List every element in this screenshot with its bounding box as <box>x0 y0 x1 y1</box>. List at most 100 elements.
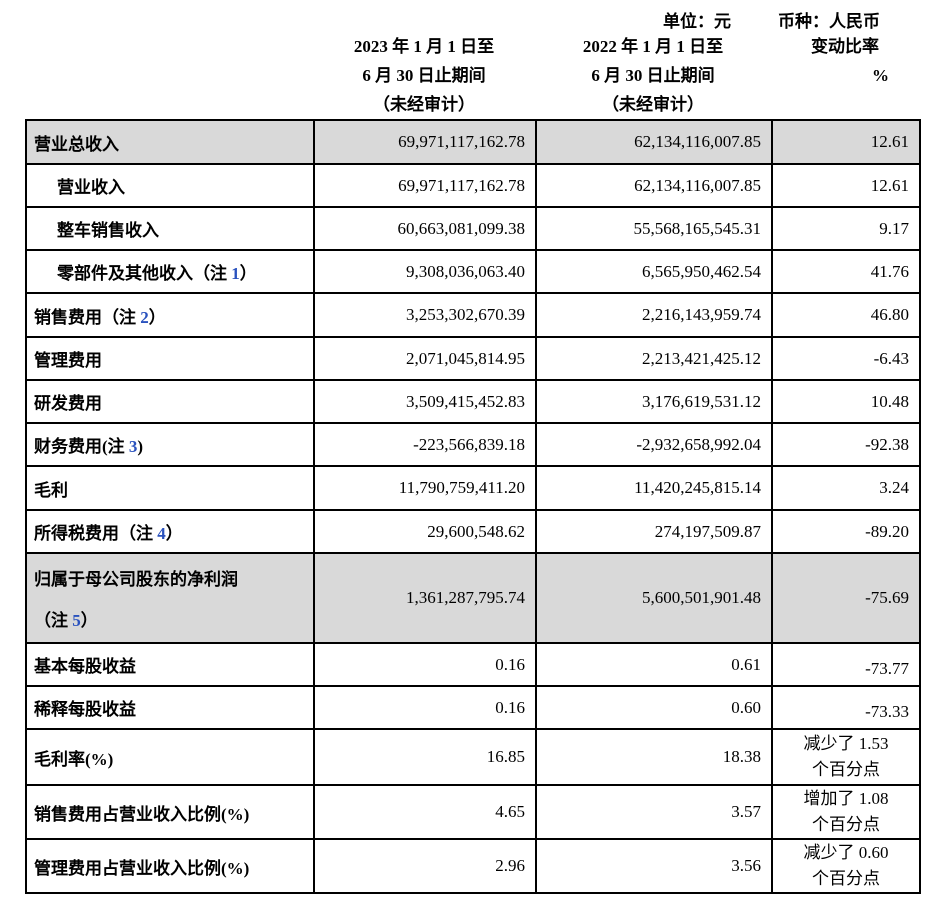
column-header-2022-period: 2022 年 1 月 1 日至 6 月 30 日止期间 （未经审计） <box>582 37 724 114</box>
table-row: 财务费用(注 3) -223,566,839.18 -2,932,658,992… <box>25 422 921 467</box>
row-note: (注 3) <box>102 437 144 456</box>
row-label-cell: 管理费用 <box>25 336 315 381</box>
row-label: 毛利率(%) <box>34 749 114 769</box>
row-label-cell: 研发费用 <box>25 379 315 424</box>
value-2022-cell: 3.56 <box>535 838 773 894</box>
value-2023-cell: 3,253,302,670.39 <box>313 292 537 338</box>
note-number: 5 <box>72 611 81 630</box>
row-label: 零部件及其他收入 <box>57 264 193 283</box>
row-label-cell: 营业总收入 <box>25 119 315 165</box>
row-label-cell: 整车销售收入 <box>25 206 315 251</box>
value-2023-cell: 2,071,045,814.95 <box>313 336 537 381</box>
change-cell: 12.61 <box>771 163 921 208</box>
row-label: 基本每股收益 <box>34 657 136 676</box>
column-header-empty <box>25 32 313 119</box>
table-column-headers: 2023 年 1 月 1 日至 6 月 30 日止期间 （未经审计） 2022 … <box>25 32 919 119</box>
row-note: （注 4） <box>119 524 183 543</box>
row-label: 整车销售收入 <box>57 221 159 240</box>
row-label: 管理费用 <box>34 351 102 370</box>
row-label: 稀释每股收益 <box>34 700 136 719</box>
table-row: 营业总收入 69,971,117,162.78 62,134,116,007.8… <box>25 119 921 165</box>
row-label: 归属于母公司股东的净利润 <box>34 570 238 589</box>
unit-label: 单位：元 <box>663 12 731 31</box>
value-2022-cell: 0.61 <box>535 642 773 687</box>
change-cell: 增加了 1.08 个百分点 <box>771 784 921 840</box>
meta-line: 单位：元 币种：人民币 <box>0 0 941 32</box>
table-row: 零部件及其他收入（注 1） 9,308,036,063.40 6,565,950… <box>25 249 921 294</box>
table-row: 销售费用占营业收入比例(%) 4.65 3.57 增加了 1.08 个百分点 <box>25 784 921 840</box>
row-label-cell: 销售费用占营业收入比例(%) <box>25 784 315 840</box>
value-2022-cell: 55,568,165,545.31 <box>535 206 773 251</box>
row-note: （注 2） <box>102 307 166 327</box>
value-2023-cell: 60,663,081,099.38 <box>313 206 537 251</box>
value-2022-cell: 0.60 <box>535 685 773 730</box>
change-cell: 12.61 <box>771 119 921 165</box>
row-label: 营业收入 <box>57 178 125 197</box>
row-label: 销售费用占营业收入比例(%) <box>34 804 250 824</box>
value-2023-cell: -223,566,839.18 <box>313 422 537 467</box>
row-label-cell: 营业收入 <box>25 163 315 208</box>
row-label: 毛利 <box>34 480 68 500</box>
row-label-cell: 财务费用(注 3) <box>25 422 315 467</box>
table-row: 销售费用（注 2） 3,253,302,670.39 2,216,143,959… <box>25 292 921 338</box>
value-2023-cell: 0.16 <box>313 685 537 730</box>
value-2023-cell: 16.85 <box>313 728 537 786</box>
change-cell: 41.76 <box>771 249 921 294</box>
value-2022-cell: 5,600,501,901.48 <box>535 552 773 644</box>
note-number: 1 <box>231 264 240 283</box>
value-2022-cell: 3,176,619,531.12 <box>535 379 773 424</box>
row-label-cell: 所得税费用（注 4） <box>25 509 315 554</box>
value-2023-cell: 1,361,287,795.74 <box>313 552 537 644</box>
change-cell: 减少了 0.60 个百分点 <box>771 838 921 894</box>
change-cell: 46.80 <box>771 292 921 338</box>
value-2023-cell: 9,308,036,063.40 <box>313 249 537 294</box>
change-cell: 10.48 <box>771 379 921 424</box>
row-label: 管理费用占营业收入比例(%) <box>34 858 250 878</box>
currency-label: 币种：人民币 <box>778 12 880 31</box>
financial-table: 营业总收入 69,971,117,162.78 62,134,116,007.8… <box>25 119 921 894</box>
table-row: 研发费用 3,509,415,452.83 3,176,619,531.12 1… <box>25 379 921 424</box>
value-2023-cell: 0.16 <box>313 642 537 687</box>
value-2022-cell: 18.38 <box>535 728 773 786</box>
row-label: 财务费用 <box>34 437 102 456</box>
value-2022-cell: 2,213,421,425.12 <box>535 336 773 381</box>
row-label-cell: 归属于母公司股东的净利润 （注 5） <box>25 552 315 644</box>
table-row: 归属于母公司股东的净利润 （注 5） 1,361,287,795.74 5,600… <box>25 552 921 644</box>
row-label-cell: 毛利 <box>25 465 315 511</box>
value-2023-cell: 11,790,759,411.20 <box>313 465 537 511</box>
change-cell: 9.17 <box>771 206 921 251</box>
change-cell: -6.43 <box>771 336 921 381</box>
value-2022-cell: 62,134,116,007.85 <box>535 119 773 165</box>
change-cell: -75.69 <box>771 552 921 644</box>
value-2023-cell: 3,509,415,452.83 <box>313 379 537 424</box>
value-2023-cell: 69,971,117,162.78 <box>313 163 537 208</box>
row-label-cell: 毛利率(%) <box>25 728 315 786</box>
row-label-cell: 销售费用（注 2） <box>25 292 315 338</box>
value-2022-cell: 6,565,950,462.54 <box>535 249 773 294</box>
row-label-cell: 基本每股收益 <box>25 642 315 687</box>
value-2023-cell: 2.96 <box>313 838 537 894</box>
row-label: 营业总收入 <box>34 134 119 154</box>
value-2023-cell: 29,600,548.62 <box>313 509 537 554</box>
value-2022-cell: 62,134,116,007.85 <box>535 163 773 208</box>
column-header-2023-period: 2023 年 1 月 1 日至 6 月 30 日止期间 （未经审计） <box>353 37 495 114</box>
row-label: 研发费用 <box>34 394 102 413</box>
note-number: 3 <box>128 437 138 456</box>
value-2022-cell: 274,197,509.87 <box>535 509 773 554</box>
row-label-cell: 零部件及其他收入（注 1） <box>25 249 315 294</box>
change-cell: 3.24 <box>771 465 921 511</box>
row-note: （注 5） <box>34 611 98 630</box>
row-label: 所得税费用 <box>34 524 119 543</box>
table-row: 管理费用 2,071,045,814.95 2,213,421,425.12 -… <box>25 336 921 381</box>
change-cell: 减少了 1.53 个百分点 <box>771 728 921 786</box>
value-2022-cell: 3.57 <box>535 784 773 840</box>
value-2022-cell: 2,216,143,959.74 <box>535 292 773 338</box>
change-cell: -89.20 <box>771 509 921 554</box>
row-label-cell: 管理费用占营业收入比例(%) <box>25 838 315 894</box>
change-cell: -73.77 <box>771 642 921 687</box>
table-row: 所得税费用（注 4） 29,600,548.62 274,197,509.87 … <box>25 509 921 554</box>
table-row: 营业收入 69,971,117,162.78 62,134,116,007.85… <box>25 163 921 208</box>
table-row: 毛利率(%) 16.85 18.38 减少了 1.53 个百分点 <box>25 728 921 786</box>
row-label: 销售费用 <box>34 307 102 327</box>
